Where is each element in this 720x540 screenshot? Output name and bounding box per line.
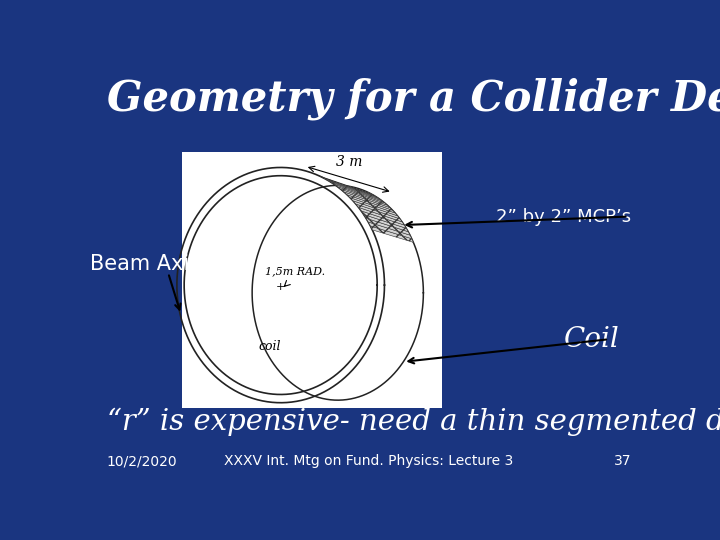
Polygon shape: [356, 204, 402, 222]
Text: 2” by 2” MCP’s: 2” by 2” MCP’s: [496, 207, 631, 226]
Text: coil: coil: [258, 340, 281, 353]
Text: “r” is expensive- need a thin segmented detector: “r” is expensive- need a thin segmented …: [107, 408, 720, 436]
Polygon shape: [323, 178, 376, 197]
Polygon shape: [368, 222, 412, 239]
Polygon shape: [344, 192, 392, 210]
Text: Coil: Coil: [564, 326, 620, 353]
Polygon shape: [330, 182, 382, 200]
Bar: [182, 152, 441, 408]
Polygon shape: [341, 189, 390, 207]
Polygon shape: [364, 214, 408, 232]
Polygon shape: [359, 207, 404, 225]
Polygon shape: [327, 180, 379, 199]
Text: 1,5m RAD.: 1,5m RAD.: [265, 266, 325, 276]
Text: XXXV Int. Mtg on Fund. Physics: Lecture 3: XXXV Int. Mtg on Fund. Physics: Lecture …: [225, 454, 513, 468]
Polygon shape: [353, 201, 400, 219]
Polygon shape: [366, 218, 410, 235]
Polygon shape: [370, 226, 413, 242]
Polygon shape: [361, 211, 406, 228]
Text: Geometry for a Collider Detector: Geometry for a Collider Detector: [107, 77, 720, 120]
Text: 10/2/2020: 10/2/2020: [107, 454, 177, 468]
Polygon shape: [320, 176, 373, 195]
Text: +: +: [276, 282, 285, 292]
Text: 37: 37: [613, 454, 631, 468]
Polygon shape: [338, 186, 387, 205]
Polygon shape: [334, 184, 384, 203]
Text: 3 m: 3 m: [336, 155, 362, 169]
Polygon shape: [350, 198, 397, 216]
Text: Beam Axis: Beam Axis: [90, 254, 200, 274]
Polygon shape: [347, 195, 395, 213]
